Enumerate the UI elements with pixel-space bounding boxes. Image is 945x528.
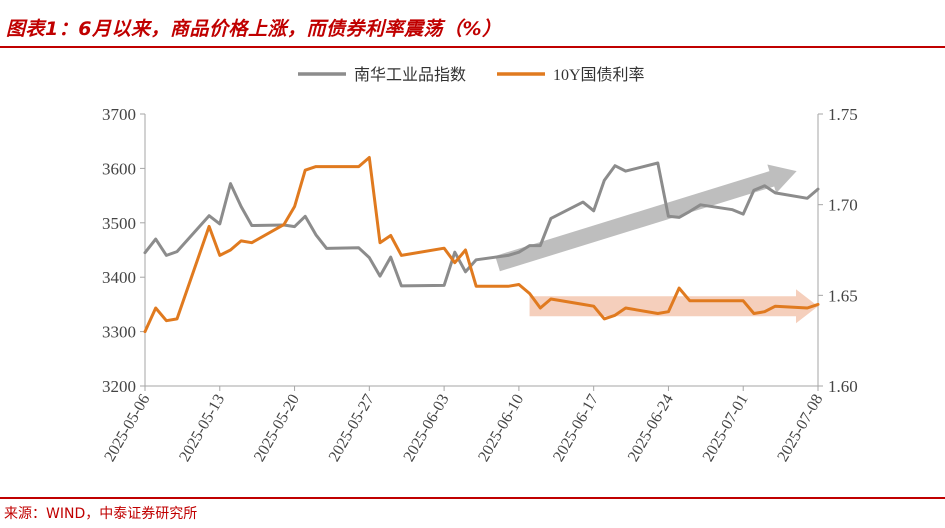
right-axis-tick-label: 1.70 (828, 196, 858, 215)
series-line-10y-yield (143, 156, 820, 334)
title-divider (0, 46, 945, 48)
line-chart: 南华工业品指数 10Y国债利率 3200 3300 3400 3500 3600 3700 1… (101, 66, 858, 465)
legend-label-nanhua: 南华工业品指数 (354, 66, 466, 84)
right-axis-tick-label: 1.65 (828, 286, 858, 305)
right-axis-tick-label: 1.75 (828, 105, 858, 124)
x-axis-tick-label: 2025-07-01 (700, 392, 752, 465)
left-axis-tick-label: 3500 (102, 214, 136, 233)
x-axis-tick-label: 2025-05-06 (101, 392, 153, 465)
x-axis-tick-label: 2025-07-08 (774, 392, 826, 465)
x-axis-tick-label: 2025-06-03 (401, 392, 453, 465)
left-axis-tick-label: 3200 (102, 377, 136, 396)
chart-legend: 南华工业品指数 10Y国债利率 (298, 66, 645, 84)
source-note: 来源：WIND，中泰证券研究所 (4, 506, 198, 522)
chart-title: 图表1：6月以来，商品价格上涨，而债券利率震荡（%） (6, 18, 502, 40)
legend-label-10y: 10Y国债利率 (553, 66, 645, 84)
x-axis-tick-label: 2025-05-27 (326, 392, 378, 465)
left-axis-tick-label: 3600 (102, 159, 136, 178)
left-axis-tick-label: 3300 (102, 323, 136, 342)
x-axis-tick-label: 2025-06-24 (625, 392, 677, 465)
chart-series (143, 156, 820, 334)
x-axis-tick-label: 2025-05-13 (176, 392, 228, 465)
x-axis-tick-label: 2025-06-10 (475, 392, 527, 465)
left-axis-tick-label: 3400 (102, 268, 136, 287)
x-axis-tick-label: 2025-05-20 (251, 392, 303, 465)
x-axis-tick-label: 2025-06-17 (550, 392, 602, 465)
left-axis-tick-label: 3700 (102, 105, 136, 124)
series-line-nanhua-index (143, 161, 820, 288)
footer-divider (0, 497, 945, 499)
trend-arrow-up (495, 164, 797, 272)
right-axis-tick-label: 1.60 (828, 377, 858, 396)
